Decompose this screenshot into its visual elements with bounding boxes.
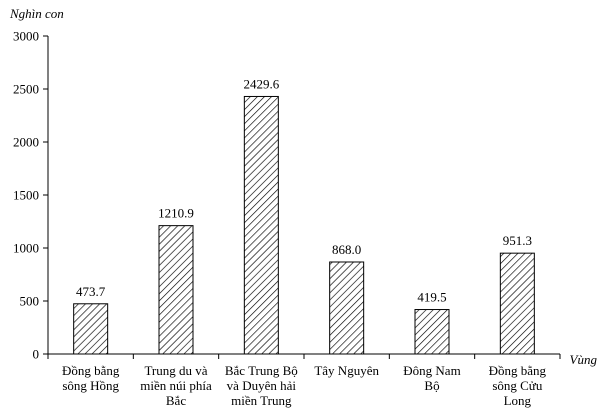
- y-axis-title: Nghìn con: [9, 6, 64, 21]
- bar: [158, 225, 194, 355]
- bar: [73, 303, 109, 355]
- y-tick-label: 500: [20, 294, 40, 309]
- category-label: miền núi phía: [140, 378, 212, 393]
- data-label: 419.5: [417, 290, 446, 305]
- y-tick-label: 2500: [13, 82, 39, 97]
- x-axis-title: Vùng: [570, 352, 598, 367]
- category-label: sông Cửu: [492, 378, 543, 393]
- y-tick-label: 0: [33, 347, 40, 362]
- data-label: 2429.6: [243, 76, 279, 91]
- data-label: 1210.9: [158, 206, 194, 221]
- data-label: 951.3: [503, 233, 532, 248]
- y-tick-label: 3000: [13, 29, 39, 44]
- bar: [329, 261, 365, 355]
- category-label: Bộ: [424, 378, 439, 393]
- category-label: Long: [504, 393, 532, 408]
- bar: [414, 309, 450, 355]
- y-tick-label: 1000: [13, 241, 39, 256]
- category-label: Đông Nam: [403, 363, 460, 378]
- bar: [499, 252, 535, 355]
- category-label: miền Trung: [231, 393, 292, 408]
- y-tick-label: 1500: [13, 188, 39, 203]
- category-label: Đồng bằng: [489, 363, 547, 378]
- category-label: Bắc: [166, 393, 186, 408]
- data-label: 868.0: [332, 242, 361, 257]
- category-label: Trung du và: [144, 363, 207, 378]
- y-tick-label: 2000: [13, 135, 39, 150]
- bar: [243, 95, 279, 355]
- category-label: sông Hồng: [62, 378, 119, 393]
- category-label: Đồng bằng: [62, 363, 120, 378]
- category-label: Tây Nguyên: [314, 363, 379, 378]
- category-label: và Duyên hải: [227, 378, 297, 393]
- data-label: 473.7: [76, 284, 106, 299]
- category-label: Bắc Trung Bộ: [225, 363, 298, 378]
